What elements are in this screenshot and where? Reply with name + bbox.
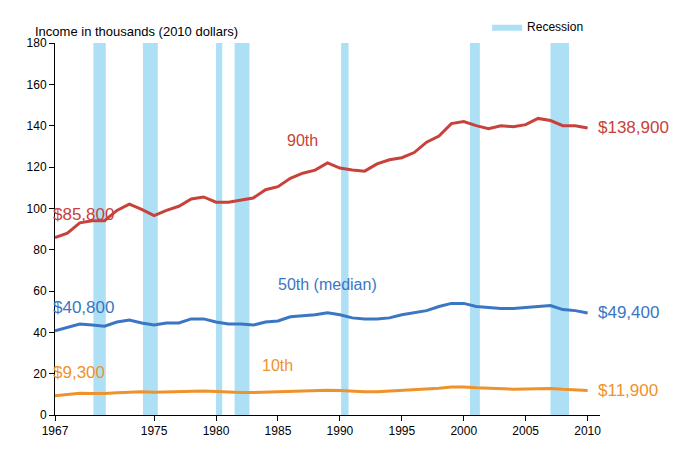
svg-text:$11,900: $11,900 — [598, 381, 658, 400]
svg-text:20: 20 — [33, 367, 47, 381]
svg-text:40: 40 — [33, 326, 47, 340]
svg-text:1975: 1975 — [141, 424, 168, 438]
svg-text:1995: 1995 — [388, 424, 415, 438]
svg-text:1967: 1967 — [42, 424, 69, 438]
svg-text:$85,800: $85,800 — [53, 205, 114, 224]
svg-text:Recession: Recession — [527, 20, 583, 34]
svg-text:0: 0 — [40, 408, 47, 422]
svg-text:160: 160 — [27, 78, 47, 92]
svg-text:10th: 10th — [262, 357, 293, 374]
svg-text:140: 140 — [27, 119, 47, 133]
svg-text:90th: 90th — [287, 132, 318, 149]
svg-text:Income in thousands (2010 doll: Income in thousands (2010 dollars) — [35, 24, 238, 39]
svg-text:$49,400: $49,400 — [598, 303, 659, 322]
svg-text:120: 120 — [27, 160, 47, 174]
svg-text:$40,800: $40,800 — [53, 298, 114, 317]
svg-text:$138,900: $138,900 — [598, 118, 669, 137]
svg-text:1980: 1980 — [203, 424, 230, 438]
svg-text:2005: 2005 — [512, 424, 539, 438]
svg-text:60: 60 — [33, 284, 47, 298]
svg-text:1990: 1990 — [327, 424, 354, 438]
svg-text:2000: 2000 — [450, 424, 477, 438]
svg-text:80: 80 — [33, 243, 47, 257]
svg-text:50th (median): 50th (median) — [278, 276, 377, 293]
svg-text:100: 100 — [27, 202, 47, 216]
svg-text:180: 180 — [27, 36, 47, 50]
svg-text:2010: 2010 — [574, 424, 601, 438]
svg-text:$9,300: $9,300 — [53, 363, 105, 382]
svg-text:1985: 1985 — [265, 424, 292, 438]
